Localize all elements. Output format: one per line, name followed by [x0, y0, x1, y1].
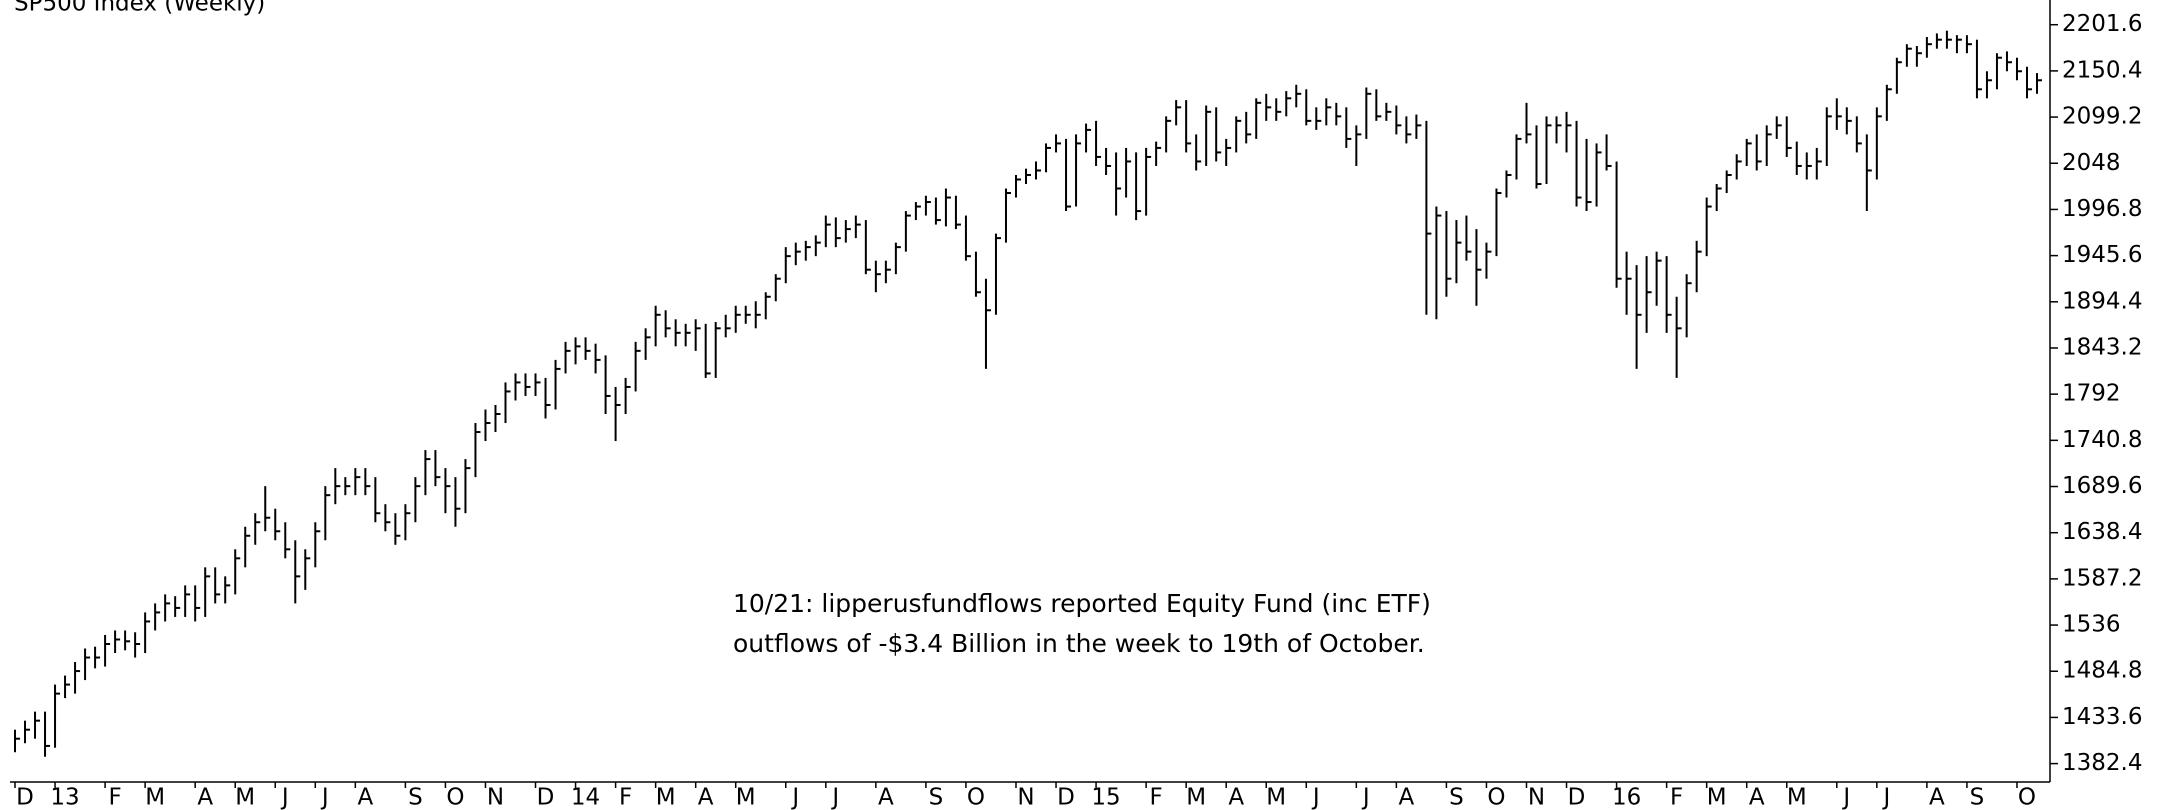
- x-tick-label: J: [280, 785, 289, 810]
- y-tick-label: 2048: [2062, 150, 2121, 176]
- x-tick-label: O: [446, 785, 464, 810]
- x-tick-label: M: [656, 785, 676, 810]
- x-tick-label: M: [736, 785, 756, 810]
- y-tick-label: 1894.4: [2062, 288, 2142, 314]
- y-tick-label: 1536: [2062, 612, 2121, 638]
- x-tick-label: M: [145, 785, 165, 810]
- x-tick-label: J: [830, 785, 839, 810]
- x-tick-label: S: [1449, 785, 1464, 810]
- x-tick-label: D: [1568, 785, 1586, 810]
- y-tick-label: 1996.8: [2062, 196, 2142, 222]
- y-tick-label: 1433.6: [2062, 704, 2142, 730]
- x-tick-label: N: [487, 785, 504, 810]
- x-tick-label: D: [537, 785, 555, 810]
- x-tick-label: 16: [1612, 785, 1641, 810]
- x-tick-label: J: [1311, 785, 1320, 810]
- y-tick-label: 1740.8: [2062, 427, 2142, 453]
- y-tick-label: 1484.8: [2062, 658, 2142, 684]
- x-tick-label: J: [1841, 785, 1850, 810]
- x-tick-label: 14: [571, 785, 600, 810]
- y-tick-label: 1792: [2062, 381, 2121, 407]
- x-tick-label: J: [1881, 785, 1890, 810]
- x-tick-label: 15: [1091, 785, 1120, 810]
- x-tick-label: F: [1150, 785, 1163, 810]
- y-tick-label: 1689.6: [2062, 473, 2142, 499]
- y-tick-label: 2201.6: [2062, 11, 2142, 37]
- x-tick-label: N: [1528, 785, 1545, 810]
- x-tick-label: A: [878, 785, 894, 810]
- x-tick-label: A: [698, 785, 714, 810]
- x-tick-label: D: [16, 785, 34, 810]
- x-tick-label: A: [1929, 785, 1945, 810]
- x-tick-label: A: [1749, 785, 1765, 810]
- x-tick-label: F: [108, 785, 121, 810]
- x-tick-label: M: [1186, 785, 1206, 810]
- x-tick-label: S: [408, 785, 423, 810]
- y-tick-label: 2099.2: [2062, 104, 2142, 130]
- x-tick-label: D: [1057, 785, 1075, 810]
- chart-title: SP500 Index (Weekly): [14, 0, 265, 17]
- x-tick-label: N: [1017, 785, 1034, 810]
- y-tick-label: 1843.2: [2062, 334, 2142, 360]
- x-tick-label: A: [357, 785, 373, 810]
- x-tick-label: S: [929, 785, 944, 810]
- annotation: 10/21: lipperusfundflows reported Equity…: [733, 589, 1431, 618]
- y-tick-label: 1945.6: [2062, 242, 2142, 268]
- x-tick-label: O: [2018, 785, 2036, 810]
- x-tick-label: M: [1787, 785, 1807, 810]
- x-tick-label: F: [619, 785, 632, 810]
- x-tick-label: A: [197, 785, 213, 810]
- x-tick-label: J: [1361, 785, 1370, 810]
- x-tick-label: O: [1487, 785, 1505, 810]
- x-tick-label: M: [1707, 785, 1727, 810]
- x-tick-label: F: [1670, 785, 1683, 810]
- x-tick-label: O: [967, 785, 985, 810]
- x-tick-label: S: [1970, 785, 1985, 810]
- y-tick-label: 1382.4: [2062, 750, 2142, 776]
- x-tick-label: M: [1266, 785, 1286, 810]
- y-tick-label: 1587.2: [2062, 565, 2142, 591]
- x-tick-label: J: [790, 785, 799, 810]
- annotation: outflows of -$3.4 Billion in the week to…: [733, 629, 1425, 658]
- x-tick-label: A: [1398, 785, 1414, 810]
- x-tick-label: A: [1228, 785, 1244, 810]
- y-tick-label: 1638.4: [2062, 519, 2142, 545]
- y-tick-label: 2150.4: [2062, 57, 2142, 83]
- x-tick-label: M: [235, 785, 255, 810]
- x-tick-label: J: [320, 785, 329, 810]
- x-tick-label: 13: [50, 785, 79, 810]
